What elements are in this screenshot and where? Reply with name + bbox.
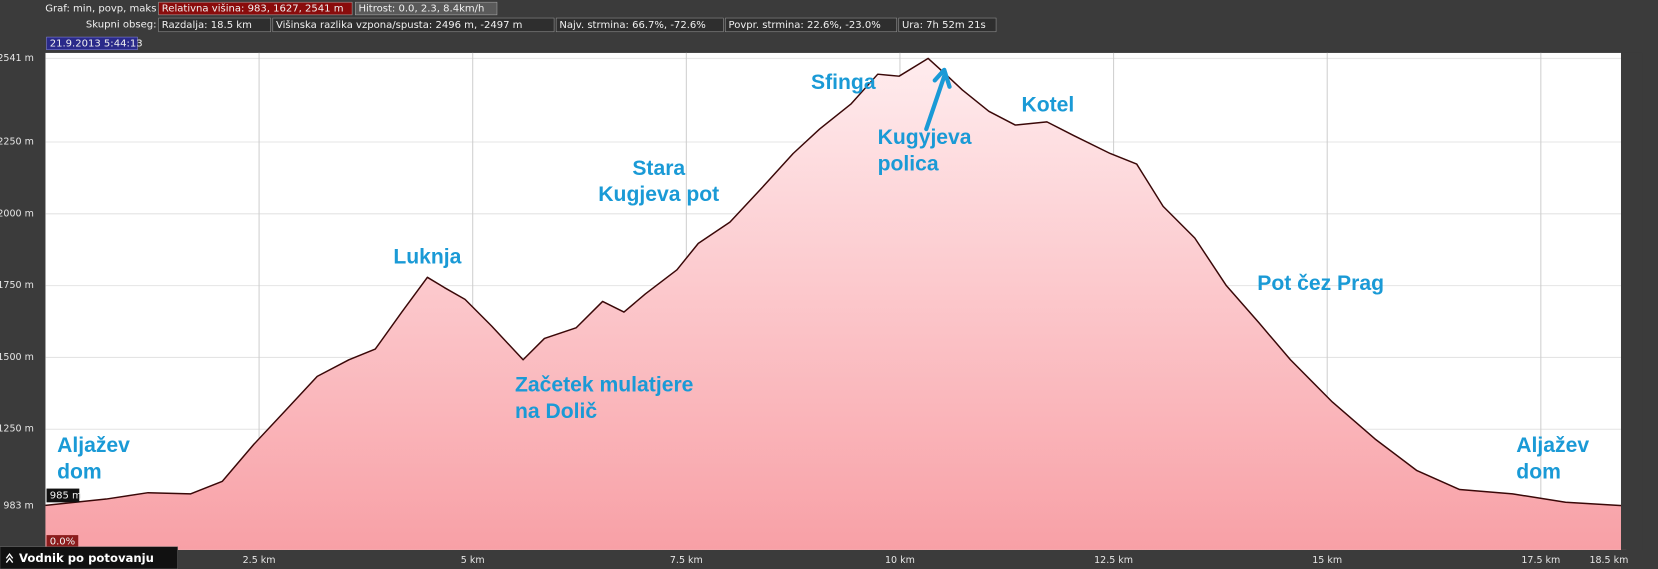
speed-box (355, 1, 498, 16)
graph-label: Graf: min, povp, maks (45, 4, 156, 15)
annotation-arrow (924, 67, 952, 132)
height-box (158, 1, 353, 16)
annotation: Začetek mulatjere (515, 374, 694, 397)
x-tick-label: 17.5 km (1521, 555, 1560, 566)
annotation: Aljažev (1516, 434, 1589, 457)
annotation: Pot čez Prag (1257, 272, 1384, 295)
y-tick-label: 2000 m (0, 208, 34, 219)
y-tick-label: 2541 m (0, 53, 34, 64)
plot-clip (1620, 52, 1643, 550)
x-tick-label: 18.5 km (1589, 555, 1628, 566)
cursor-slope: 0.0% (50, 536, 76, 547)
date: 21.9.2013 5:44:13 (50, 38, 143, 49)
date-box (46, 36, 138, 51)
y-tick-label: 2250 m (0, 136, 34, 147)
y-tick-label: 983 m (3, 500, 33, 511)
annotation: Kugjeva pot (598, 183, 719, 206)
relative-height: Relativna višina: 983, 1627, 2541 m (162, 3, 344, 15)
info-box (898, 17, 997, 33)
x-tick-label: 12.5 km (1094, 555, 1133, 566)
height-diff: Višinska razlika vzpona/spusta: 2496 m, … (276, 19, 522, 31)
x-tick-label: 7.5 km (670, 555, 703, 566)
time: Ura: 7h 52m 21s (902, 20, 986, 31)
area-fill (45, 58, 1627, 550)
annotation: na Dolič (515, 400, 597, 423)
annotation: Stara (632, 157, 685, 180)
y-tick-label: 1500 m (0, 352, 34, 363)
chevron-icon (5, 552, 14, 564)
guide-button-label: Vodnik po potovanju (19, 551, 154, 565)
cursor-box (46, 535, 79, 548)
annotation: Kugyjeva (878, 126, 972, 149)
y-tick-label: 1250 m (0, 424, 34, 435)
x-tick-label: 2.5 km (243, 555, 276, 566)
total-label: Skupni obseg: (86, 19, 157, 30)
speed: Hitrost: 0.0, 2.3, 8.4km/h (358, 4, 484, 15)
annotation: Aljažev (57, 434, 130, 457)
info-box (272, 17, 555, 33)
annotation: Luknja (393, 246, 461, 269)
info-box (158, 17, 271, 33)
annotation: polica (878, 153, 939, 176)
x-tick-label: 5 km (461, 555, 485, 566)
elevation-line (45, 57, 1627, 507)
avg-slope: Povpr. strmina: 22.6%, -23.0% (729, 20, 881, 31)
max-slope: Najv. strmina: 66.7%, -72.6% (559, 20, 705, 31)
cursor-box (46, 488, 80, 503)
cursor-height: 985 m (50, 490, 82, 501)
info-box (725, 17, 897, 33)
x-tick-label: 15 km (1312, 555, 1342, 566)
x-tick-label: 10 km (885, 555, 915, 566)
annotation: dom (1516, 460, 1561, 483)
annotation: dom (57, 460, 102, 483)
annotation: Kotel (1021, 93, 1074, 116)
info-box (555, 17, 724, 33)
y-tick-label: 1750 m (0, 280, 34, 291)
annotation: Sfinga (811, 71, 876, 94)
distance: Razdalja: 18.5 km (162, 20, 252, 31)
